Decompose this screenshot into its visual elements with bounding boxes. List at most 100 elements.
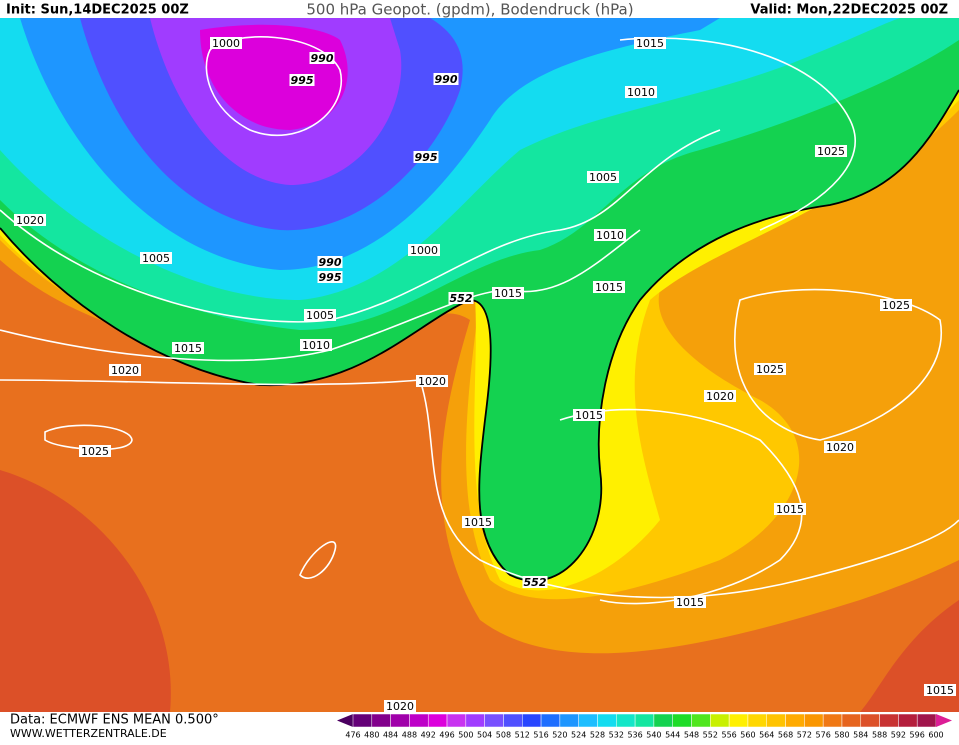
colorbar-bin <box>409 713 429 728</box>
isobar-label: 1010 <box>627 86 655 99</box>
colorbar-label: 476 <box>345 731 360 740</box>
isobar-label: 1005 <box>589 171 617 184</box>
isobar-labels: 1000 990 995 990 1015 1010 995 1005 1025 1020 1005… <box>14 37 956 713</box>
label-box <box>625 86 657 98</box>
valid-text: Valid: Mon,22DEC2025 00Z <box>750 3 948 18</box>
colorbar-arrow <box>337 714 353 727</box>
colorbar-bin <box>785 713 805 728</box>
colorbar-bin <box>710 713 730 728</box>
colorbar-bin <box>427 713 448 728</box>
title: 500 hPa Geopot. (gpdm), Bodendruck (hPa) <box>306 1 633 19</box>
isobar <box>0 379 959 599</box>
colorbar-label: 528 <box>590 731 605 740</box>
init-text: Init: Sun,14DEC2025 00Z <box>6 3 189 18</box>
isobar <box>205 36 343 136</box>
label-box <box>634 37 666 49</box>
colorbar-bin <box>352 713 373 728</box>
isobar-label: 1010 <box>596 229 624 242</box>
label-box <box>815 145 847 157</box>
colorbar-label: 520 <box>552 731 567 740</box>
colorbar-label: 532 <box>609 731 624 740</box>
colorbar-label: 584 <box>853 731 868 740</box>
isobar-label: 1020 <box>16 214 44 227</box>
colorbar-label: 492 <box>421 731 436 740</box>
label-box <box>462 516 494 528</box>
label-box <box>704 390 736 402</box>
colorbar-bin <box>916 713 937 728</box>
label-box <box>448 292 474 304</box>
isobar-label: 1015 <box>575 409 603 422</box>
website: WWW.WETTERZENTRALE.DE <box>10 727 167 740</box>
colorbar-bin <box>841 713 862 728</box>
label-box <box>408 244 440 256</box>
colorbar-bin <box>597 713 617 728</box>
colorbar-label: 508 <box>496 731 511 740</box>
isobar-label: 1005 <box>142 252 170 265</box>
colorbar-bin <box>728 713 749 728</box>
label-box <box>416 375 448 387</box>
colorbar-bin <box>766 713 786 728</box>
field-magenta <box>200 24 348 130</box>
isobars <box>0 36 959 605</box>
isobar-label: 1015 <box>776 503 804 516</box>
isobar-label: 990 <box>435 73 458 86</box>
colorbar-bin <box>446 713 467 728</box>
isobar-label: 1020 <box>706 390 734 403</box>
map-field <box>0 18 959 712</box>
isobar-label: 1015 <box>174 342 202 355</box>
isobar-label: 995 <box>319 271 342 284</box>
label-box <box>172 342 204 354</box>
colorbar-label: 588 <box>872 731 887 740</box>
isobar-label: 1020 <box>418 375 446 388</box>
label-box <box>593 281 625 293</box>
isobar-label: 1020 <box>111 364 139 377</box>
colorbar-label: 504 <box>477 731 492 740</box>
colorbar-label: 488 <box>402 731 417 740</box>
colorbar-bin <box>879 713 899 728</box>
colorbar-label: 480 <box>364 731 379 740</box>
label-box <box>824 441 856 453</box>
isobar-label: 1015 <box>676 596 704 609</box>
colorbar-bin <box>616 713 636 728</box>
colorbar-label: 600 <box>928 731 943 740</box>
colorbar-bin <box>522 713 542 728</box>
colorbar-bin <box>578 713 598 728</box>
label-box <box>289 74 315 86</box>
colorbar-label: 524 <box>571 731 586 740</box>
isobar-label: 1015 <box>926 684 954 697</box>
isobar-label: 1005 <box>306 309 334 322</box>
label-box <box>210 37 242 49</box>
colorbar-label: 572 <box>797 731 812 740</box>
colorbar-bin <box>559 713 579 728</box>
header: Init: Sun,14DEC2025 00Z 500 hPa Geopot. … <box>0 0 959 19</box>
colorbar-bin <box>860 713 880 728</box>
isobar-label: 1015 <box>464 516 492 529</box>
label-box <box>674 596 706 608</box>
label-box <box>317 256 343 268</box>
label-box <box>413 151 439 163</box>
label-box <box>754 363 786 375</box>
colorbar-label: 484 <box>383 731 398 740</box>
colorbar-label: 516 <box>533 731 548 740</box>
label-box <box>924 684 956 696</box>
colorbar-bin <box>653 713 673 728</box>
header-bg <box>0 0 959 18</box>
label-box <box>304 309 336 321</box>
label-box <box>433 73 459 85</box>
isobar <box>299 541 337 579</box>
isobar-label: 552 <box>450 292 473 305</box>
isobar-label: 1000 <box>410 244 438 257</box>
data-source: Data: ECMWF ENS MEAN 0.500° <box>10 713 219 728</box>
colorbar-label: 544 <box>665 731 680 740</box>
isobar-label: 990 <box>311 52 334 65</box>
colorbar-bin <box>540 713 561 728</box>
colorbar-bin <box>898 713 918 728</box>
isobar-label: 1010 <box>302 339 330 352</box>
label-box <box>140 252 172 264</box>
colorbar-label: 580 <box>834 731 849 740</box>
colorbar-label: 496 <box>439 731 454 740</box>
isobar-label: 995 <box>415 151 438 164</box>
label-box <box>317 271 343 283</box>
colorbar-label: 592 <box>891 731 906 740</box>
label-box <box>492 287 524 299</box>
